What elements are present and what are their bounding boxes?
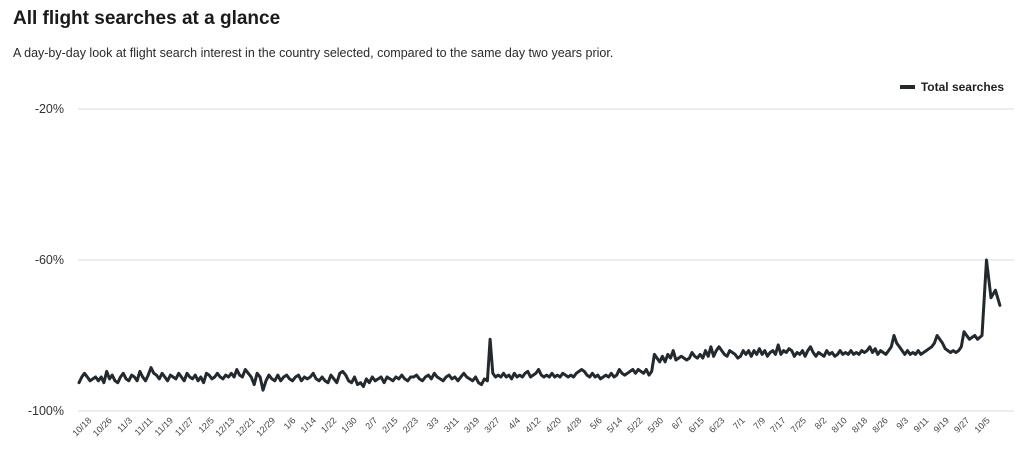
x-tick-label: 12/21 [234, 415, 257, 438]
x-tick-label: 4/28 [564, 415, 583, 434]
x-tick-label: 2/15 [380, 415, 399, 434]
x-tick-label: 4/4 [506, 415, 522, 431]
x-tick-label: 5/6 [588, 415, 604, 431]
y-tick-label: -60% [35, 253, 64, 267]
x-tick-label: 2/7 [363, 415, 379, 431]
x-tick-label: 7/25 [789, 415, 808, 434]
x-tick-label: 6/15 [687, 415, 706, 434]
x-tick-label: 8/10 [829, 415, 848, 434]
x-tick-label: 10/26 [91, 415, 114, 438]
x-tick-label: 5/14 [605, 415, 624, 434]
x-tick-label: 2/23 [401, 415, 420, 434]
x-tick-label: 12/13 [213, 415, 236, 438]
x-tick-label: 5/30 [646, 415, 665, 434]
x-tick-label: 9/27 [952, 415, 971, 434]
x-tick-label: 3/19 [462, 415, 481, 434]
x-tick-label: 4/12 [523, 415, 542, 434]
x-tick-label: 11/11 [133, 415, 155, 437]
x-tick-label: 3/27 [482, 415, 501, 434]
x-tick-label: 3/3 [425, 415, 441, 431]
x-tick-label: 7/17 [768, 415, 787, 434]
x-tick-label: 7/9 [751, 415, 767, 431]
x-tick-label: 9/3 [894, 415, 910, 431]
x-tick-label: 8/26 [870, 415, 889, 434]
x-tick-label: 10/5 [972, 415, 991, 434]
x-tick-label: 4/20 [544, 415, 563, 434]
x-tick-label: 7/1 [731, 415, 747, 431]
x-tick-label: 1/14 [299, 415, 318, 434]
chart-legend: Total searches [899, 80, 1004, 94]
x-tick-label: 10/18 [70, 415, 93, 438]
legend-label-total-searches: Total searches [920, 80, 1004, 94]
x-tick-label: 9/19 [932, 415, 951, 434]
x-tick-label: 6/7 [670, 415, 686, 431]
y-tick-label: -20% [35, 102, 64, 116]
page-subtitle: A day-by-day look at flight search inter… [13, 46, 614, 60]
legend-swatch-total-searches [899, 85, 915, 89]
x-tick-label: 9/11 [912, 415, 931, 434]
y-tick-label: -100% [28, 404, 64, 418]
page-title: All flight searches at a glance [13, 8, 281, 29]
x-tick-label: 1/6 [282, 415, 298, 431]
x-tick-label: 11/3 [115, 415, 134, 434]
x-tick-label: 12/29 [254, 415, 277, 438]
x-tick-label: 11/19 [153, 415, 176, 438]
x-tick-label: 1/30 [339, 415, 358, 434]
x-tick-label: 1/22 [319, 415, 338, 434]
x-tick-label: 8/2 [813, 415, 829, 431]
x-tick-label: 8/18 [850, 415, 869, 434]
x-tick-label: 5/22 [625, 415, 644, 434]
series-line-total-searches [77, 258, 1002, 392]
x-tick-label: 11/27 [173, 415, 196, 438]
x-tick-label: 3/11 [442, 415, 461, 434]
x-tick-label: 6/23 [707, 415, 726, 434]
